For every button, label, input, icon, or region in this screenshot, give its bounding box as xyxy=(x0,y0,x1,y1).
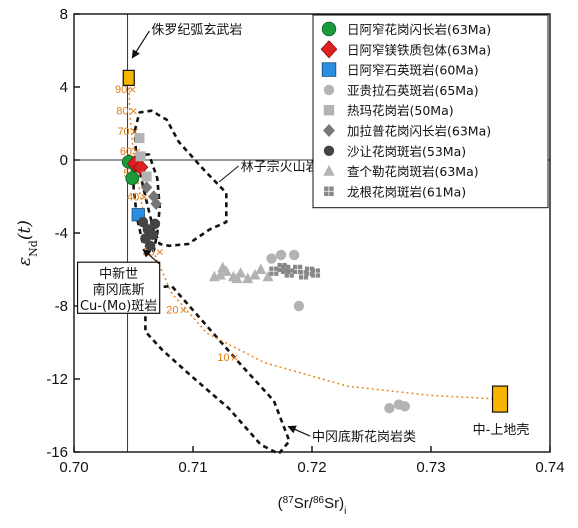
legend-label-3: 亚贵拉石英斑岩(65Ma) xyxy=(347,83,479,98)
field-outlines xyxy=(132,109,291,456)
legend-marker-6 xyxy=(323,145,335,156)
x-tick-label-3: 0.73 xyxy=(416,459,445,476)
y-tick-label-4: -8 xyxy=(55,298,68,315)
legend-marker-0 xyxy=(321,21,337,37)
arrow-miocene xyxy=(142,248,161,265)
field-outline-0 xyxy=(133,109,228,248)
legend-label-7: 查个勒花岗斑岩(63Ma) xyxy=(347,164,479,179)
legend-label-2: 日阿窄石英斑岩(60Ma) xyxy=(347,63,479,78)
mixing-mark-70: × xyxy=(130,125,139,138)
point-s8-0 xyxy=(269,266,279,276)
arrow-central-gangdese xyxy=(287,425,311,437)
mixing-mark-90: × xyxy=(128,83,137,96)
x-tick-label-2: 0.72 xyxy=(297,459,326,476)
mixing-label-10: 10 xyxy=(217,352,229,364)
point-s3-0 xyxy=(266,253,277,264)
anno-jurassic-basalt: 侏罗纪弧玄武岩 xyxy=(151,23,242,38)
legend-label-4: 热玛花岗岩(50Ma) xyxy=(347,103,454,118)
y-tick-label-1: 4 xyxy=(60,79,68,96)
anno-central-gangdese: 中冈底斯花岗岩类 xyxy=(312,429,416,445)
y-axis-label: εNd(t) xyxy=(15,220,40,266)
mixing-label-60: 60 xyxy=(120,146,132,158)
point-s7-9 xyxy=(217,261,229,273)
point-s7-6 xyxy=(249,268,261,280)
mixing-mark-10: × xyxy=(230,351,239,364)
point-s3-2 xyxy=(288,249,300,261)
x-axis-label: (87Sr/86Sr)i xyxy=(278,495,347,517)
legend-box xyxy=(312,14,549,209)
mixing-label-40: 40 xyxy=(127,192,139,204)
leader-linzizong xyxy=(218,165,239,183)
legend-marker-5 xyxy=(323,124,335,137)
mixing-label-20: 20 xyxy=(166,305,178,317)
legend-marker-1 xyxy=(320,40,338,59)
legend-marker-2 xyxy=(321,62,337,77)
mixing-mark-20: × xyxy=(179,304,188,317)
mixing-label-90: 90 xyxy=(115,84,127,96)
field-outline-1 xyxy=(132,153,161,253)
x-tick-label-4: 0.74 xyxy=(535,459,564,476)
field-outline-2 xyxy=(144,284,291,456)
data-points xyxy=(121,69,509,414)
y-tick-label-5: -12 xyxy=(46,371,68,388)
point-s6-4 xyxy=(144,240,156,251)
end-member-1 xyxy=(491,385,509,413)
miocene-porphyry-box xyxy=(76,261,161,314)
point-s5-1 xyxy=(150,197,162,211)
plot-frame: 0.70 0.71 0.72 0.73 0.74840-4-8-12-16(87Sr/8… xyxy=(15,6,565,517)
point-s7-7 xyxy=(255,263,267,274)
legend-label-6: 沙让花岗斑岩(53Ma) xyxy=(347,144,466,159)
y-tick-label-3: -4 xyxy=(55,225,68,242)
legend-label-0: 日阿窄花岗闪长岩(63Ma) xyxy=(347,22,491,37)
y-tick-label-2: 0 xyxy=(60,152,68,169)
y-tick-label-0: 8 xyxy=(60,6,68,23)
legend-label-8: 龙根花岗斑岩(61Ma) xyxy=(347,184,466,199)
legend-marker-4 xyxy=(323,105,335,116)
anno-miocene-0: 中新世 xyxy=(99,266,138,282)
anno-crust: 中-上地壳 xyxy=(473,423,530,438)
point-s7-1 xyxy=(214,268,226,280)
point-s7-10 xyxy=(231,272,243,284)
point-s4-2 xyxy=(141,171,152,182)
point-s5-2 xyxy=(140,181,153,194)
point-s4-0 xyxy=(134,133,145,144)
x-tick-label-0: 0.70 xyxy=(59,459,88,476)
point-s3-1 xyxy=(275,249,287,261)
point-s1-1 xyxy=(132,158,149,176)
point-s8-7 xyxy=(281,264,291,274)
anno-miocene-1: 南冈底斯 xyxy=(93,282,145,298)
mixing-mark-80: × xyxy=(129,105,138,118)
point-s0-1 xyxy=(125,171,140,186)
point-s6-3 xyxy=(147,229,158,241)
mixing-label-70: 70 xyxy=(117,126,129,138)
legend-marker-7 xyxy=(323,164,335,176)
mixing-mark-40: × xyxy=(140,191,149,204)
point-s7-8 xyxy=(262,270,274,282)
point-s8-6 xyxy=(310,268,321,278)
legend-marker-3 xyxy=(323,84,335,96)
legend: 日阿窄花岗闪长岩(63Ma) 日阿窄镁铁质包体(63Ma) 日阿窄石英斑岩(60Ma… xyxy=(312,14,549,209)
x-tick-label-1: 0.71 xyxy=(178,459,207,476)
point-s3-6 xyxy=(399,401,411,412)
legend-label-5: 加拉普花岗闪长岩(63Ma) xyxy=(347,124,491,139)
end-member-0 xyxy=(122,69,135,86)
mixing-mark-30: × xyxy=(155,245,164,258)
legend-label-1: 日阿窄镁铁质包体(63Ma) xyxy=(347,42,491,57)
y-tick-label-6: -16 xyxy=(46,444,68,461)
mixing-label-80: 80 xyxy=(116,106,128,118)
point-s3-3 xyxy=(293,300,305,312)
arrow-jurassic-basalt xyxy=(131,30,150,59)
point-s7-5 xyxy=(242,272,254,284)
legend-marker-8 xyxy=(324,186,334,197)
anno-miocene-2: Cu-(Mo)斑岩 xyxy=(80,299,157,314)
mixing-curve-line xyxy=(127,77,501,400)
anno-linzizong: 林子宗火山岩 xyxy=(241,159,319,175)
point-s6-5 xyxy=(149,218,161,230)
point-s3-4 xyxy=(384,403,395,414)
point-s4-1 xyxy=(135,151,146,162)
